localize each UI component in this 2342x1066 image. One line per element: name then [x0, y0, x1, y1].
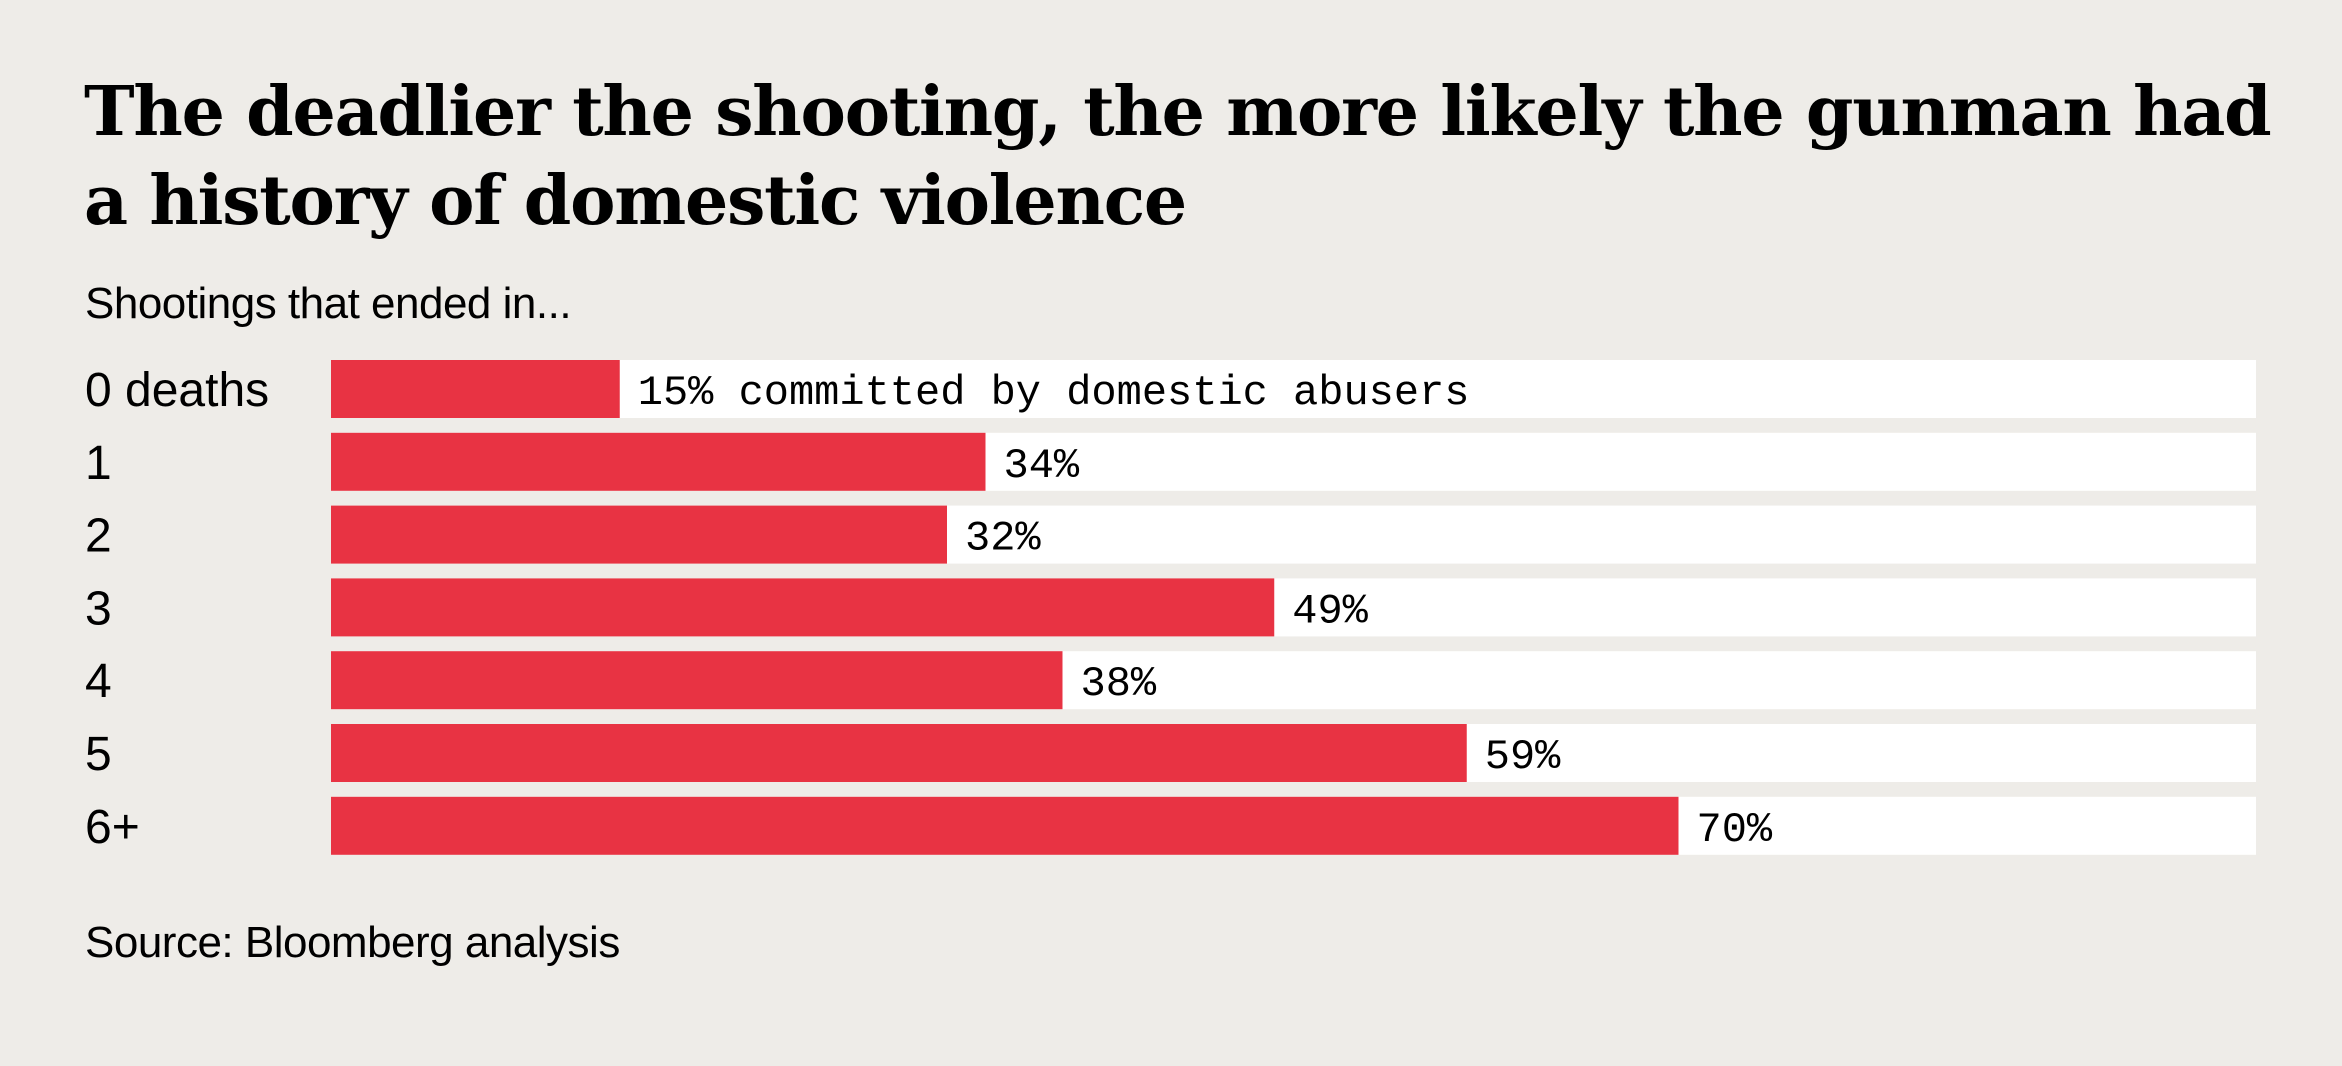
category-label: 5 — [85, 728, 112, 781]
chart-title-line-2: a history of domestic violence — [84, 161, 1187, 241]
category-label: 2 — [85, 510, 112, 563]
bar-row: 0 deaths 15% committed by domestic abuser… — [85, 360, 2256, 418]
bar — [331, 796, 1679, 855]
bar-row: 4 38% — [85, 651, 2256, 710]
bar — [331, 360, 620, 418]
source-note: Source: Bloomberg analysis — [85, 918, 620, 967]
category-label: 4 — [85, 655, 112, 708]
bar-row: 5 59% — [85, 724, 2256, 782]
value-label: 15% committed by domestic abusers — [638, 369, 1470, 417]
bar-row: 3 49% — [85, 578, 2256, 637]
category-label: 6+ — [85, 801, 140, 854]
chart-subtitle: Shootings that ended in... — [85, 279, 572, 328]
bar — [331, 651, 1063, 710]
bar — [331, 724, 1467, 782]
bar — [331, 432, 986, 491]
value-label: 38% — [1081, 660, 1157, 708]
bar-track — [331, 360, 2256, 418]
bar — [331, 578, 1275, 637]
category-label: 3 — [85, 582, 112, 635]
value-label: 32% — [965, 515, 1041, 563]
category-label: 0 deaths — [85, 364, 269, 417]
chart-title-line-1: The deadlier the shooting, the more like… — [84, 72, 2272, 152]
value-label: 49% — [1292, 587, 1368, 635]
bar-row: 2 32% — [85, 505, 2256, 564]
value-label: 34% — [1004, 442, 1080, 490]
value-label: 59% — [1485, 733, 1561, 781]
bar-row: 1 34% — [85, 432, 2256, 491]
chart-title: The deadlier the shooting, the more like… — [84, 68, 2284, 246]
bar — [331, 505, 947, 564]
category-label: 1 — [85, 437, 112, 490]
bar-row: 6+ 70% — [85, 796, 2256, 855]
value-label: 70% — [1697, 806, 1773, 854]
